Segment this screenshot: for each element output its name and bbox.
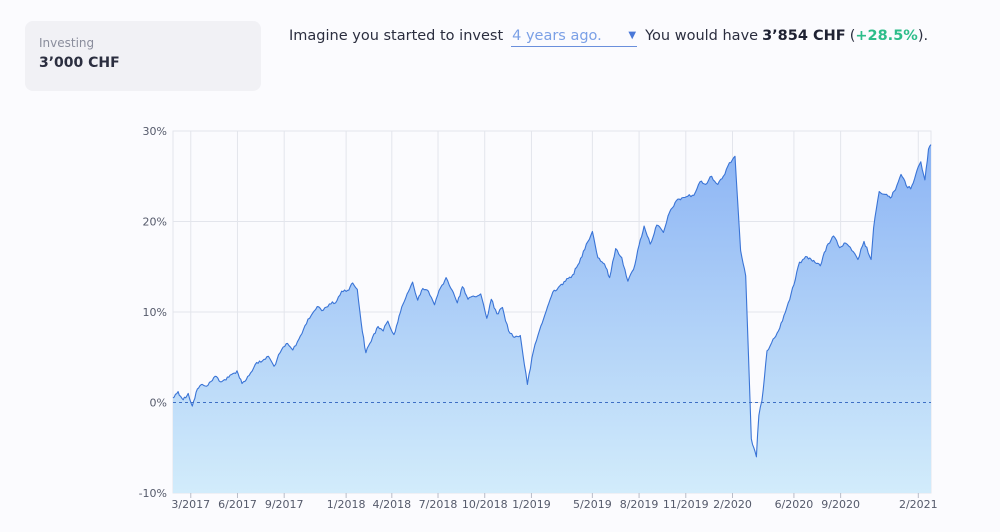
x-tick-label: 4/2018	[372, 498, 411, 511]
x-tick-label: 9/2020	[821, 498, 860, 511]
investing-card: Investing 3’000 CHF	[25, 21, 261, 91]
paren-close: ).	[917, 28, 929, 44]
x-tick-label: 1/2018	[327, 498, 366, 511]
period-dropdown[interactable]: 4 years ago. ▼	[511, 25, 638, 47]
sentence-middle: You would have	[645, 28, 759, 44]
y-tick-label: 30%	[143, 125, 167, 138]
y-tick-label: -10%	[139, 487, 167, 500]
y-tick-label: 10%	[143, 306, 167, 319]
sentence-prefix: Imagine you started to invest	[289, 28, 504, 44]
x-tick-label: 7/2018	[419, 498, 458, 511]
y-tick-label: 0%	[150, 397, 167, 410]
y-tick-label: 20%	[143, 216, 167, 229]
x-tick-label: 6/2017	[218, 498, 257, 511]
x-tick-label: 1/2019	[512, 498, 551, 511]
y-axis: 30% 20% 10% 0% -10%	[139, 125, 167, 500]
x-tick-label: 10/2018	[462, 498, 508, 511]
x-tick-label: 11/2019	[663, 498, 709, 511]
performance-line	[172, 144, 932, 458]
caret-down-icon: ▼	[628, 30, 637, 41]
x-tick-label: 2/2021	[899, 498, 938, 511]
investing-label: Investing	[39, 36, 95, 50]
result-percent: +28.5%	[855, 28, 918, 44]
x-tick-label: 9/2017	[265, 498, 304, 511]
result-sentence: Imagine you started to invest 4 years ag…	[289, 24, 928, 48]
performance-area	[173, 144, 931, 493]
x-tick-label: 8/2019	[620, 498, 659, 511]
x-tick-label: 6/2020	[775, 498, 814, 511]
x-tick-label: 2/2020	[713, 498, 752, 511]
x-tick-label: 3/2017	[171, 498, 210, 511]
result-amount: 3’854 CHF	[762, 28, 846, 44]
paren-open: (	[849, 28, 856, 44]
period-value: 4 years ago.	[512, 27, 602, 44]
investing-amount: 3’000 CHF	[39, 55, 120, 71]
x-axis: 3/2017 6/2017 9/2017 1/2018 4/2018 7/2018 10/2…	[171, 498, 937, 511]
x-tick-label: 5/2019	[573, 498, 612, 511]
